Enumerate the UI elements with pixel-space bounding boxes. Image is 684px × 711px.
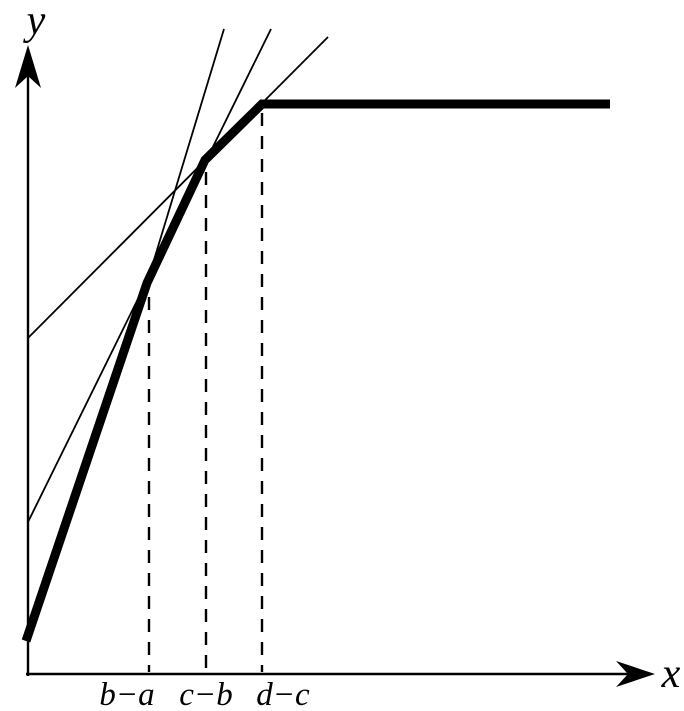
- tick-label-b-minus-a: b−a: [99, 677, 154, 711]
- labels-group: y x b−a c−b d−c: [23, 0, 681, 711]
- x-axis-arrowhead-icon: [616, 661, 655, 687]
- tick-label-d-minus-c: d−c: [256, 677, 310, 711]
- y-axis-label: y: [23, 0, 46, 44]
- y-axis-arrowhead-icon: [15, 45, 41, 88]
- tick-label-c-minus-b: c−b: [179, 677, 232, 711]
- tangent-line-3: [27, 36, 329, 339]
- piecewise-linear-curve: [21, 99, 610, 643]
- x-axis-label: x: [661, 651, 681, 697]
- tangent-line-1: [146, 28, 225, 284]
- axes-group: [15, 45, 655, 687]
- dashed-guides-group: [147, 113, 264, 672]
